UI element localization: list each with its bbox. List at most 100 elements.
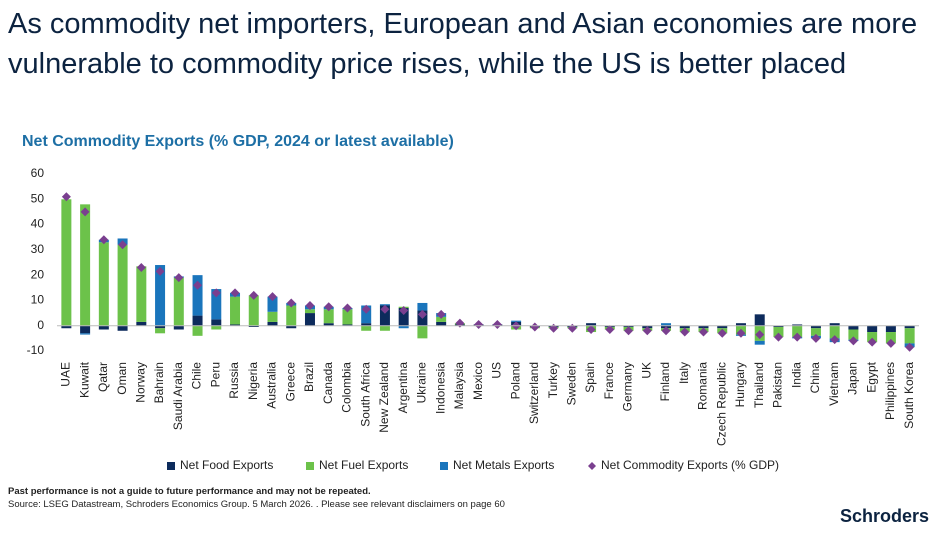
- bar-segment: [361, 323, 372, 326]
- legend-label: Net Commodity Exports (% GDP): [601, 458, 779, 472]
- x-tick-label: Czech Republic: [714, 362, 728, 446]
- bar-segment: [117, 325, 128, 331]
- x-tick-label: Germany: [621, 362, 635, 411]
- bar-segment: [904, 325, 915, 329]
- y-tick-label: 40: [31, 217, 45, 231]
- bar-segment: [173, 325, 184, 330]
- x-tick-label: Spain: [583, 362, 597, 393]
- y-tick-label: 20: [31, 267, 45, 281]
- diamond-marker: [848, 336, 858, 346]
- diamond-marker: [567, 323, 577, 333]
- bar-segment: [848, 329, 859, 340]
- diamond-marker: [905, 342, 915, 352]
- bar-segment: [361, 305, 372, 324]
- x-tick-label: Argentina: [396, 362, 410, 414]
- bar-segment: [192, 275, 203, 316]
- x-tick-label: Bahrain: [152, 362, 166, 403]
- bar-segment: [398, 325, 409, 329]
- diamond-marker: [867, 337, 877, 347]
- x-tick-label: China: [808, 362, 822, 394]
- x-tick-label: Colombia: [340, 362, 354, 413]
- bar-segment: [173, 277, 184, 326]
- x-tick-label: Qatar: [96, 362, 110, 392]
- x-tick-label: Ukraine: [415, 362, 429, 404]
- legend-label: Net Food Exports: [180, 458, 273, 472]
- bar-segment: [211, 325, 222, 330]
- diamond-marker: [773, 332, 783, 342]
- x-tick-label: Kuwait: [77, 361, 91, 398]
- diamond-marker: [792, 332, 802, 342]
- bar-segment: [304, 309, 315, 314]
- bar-segment: [192, 315, 203, 326]
- diamond-marker: [61, 192, 71, 202]
- diamond-marker: [417, 309, 427, 319]
- bar-segment: [98, 325, 109, 330]
- diamond-marker: [605, 325, 615, 335]
- x-tick-label: Indonesia: [433, 362, 447, 414]
- bar-segment: [286, 305, 297, 326]
- source: Source: LSEG Datastream, Schroders Econo…: [8, 499, 505, 510]
- bar-segment: [829, 325, 840, 339]
- diamond-marker: [830, 335, 840, 345]
- x-tick-label: Greece: [283, 362, 297, 402]
- bar-segment: [155, 325, 166, 329]
- bar-segment: [342, 324, 353, 326]
- bar-segment: [304, 313, 315, 326]
- diamond-marker: [136, 263, 146, 273]
- bar-segment: [286, 325, 297, 329]
- x-tick-label: Japan: [846, 362, 860, 395]
- subtitle: Net Commodity Exports (% GDP, 2024 or la…: [22, 133, 454, 150]
- diamond-marker: [811, 333, 821, 343]
- x-tick-label: UAE: [59, 362, 73, 387]
- bar-segment: [810, 325, 821, 329]
- x-tick-label: Pakistan: [771, 362, 785, 408]
- bar-segment: [267, 321, 278, 326]
- bar-segment: [661, 323, 672, 326]
- bar-segment: [417, 325, 428, 339]
- bar-segment: [829, 323, 840, 326]
- diamond-marker: [342, 303, 352, 313]
- legend-marker: [588, 462, 596, 470]
- legend-swatch: [306, 462, 314, 470]
- bar-segment: [867, 325, 878, 333]
- diamond-marker: [211, 288, 221, 298]
- diamond-marker: [586, 325, 596, 335]
- bar-segment: [904, 328, 915, 344]
- y-tick-label: 10: [31, 293, 45, 307]
- bar-segment: [211, 319, 222, 326]
- diamond-marker: [118, 240, 128, 250]
- bar-segment: [717, 325, 728, 329]
- bar-segment: [136, 266, 147, 322]
- bar-segment: [773, 325, 784, 327]
- bar-segment: [61, 199, 72, 326]
- legend-label: Net Fuel Exports: [319, 458, 408, 472]
- x-tick-label: UK: [639, 362, 653, 379]
- bar-segment: [398, 308, 409, 326]
- x-tick-label: Peru: [208, 362, 222, 387]
- x-tick-label: Brazil: [302, 362, 316, 392]
- diamond-marker: [549, 323, 559, 333]
- footnote: Past performance is not a guide to futur…: [8, 486, 371, 497]
- bar-segment: [379, 325, 390, 331]
- bar-segment: [792, 324, 803, 326]
- diamond-marker: [249, 290, 259, 300]
- bar-segment: [436, 321, 447, 326]
- x-tick-label: Switzerland: [527, 362, 541, 424]
- bar-segment: [754, 340, 765, 345]
- diamond-marker: [80, 207, 90, 217]
- bar-segment: [323, 323, 334, 326]
- x-tick-label: Chile: [190, 362, 204, 390]
- diamond-marker: [305, 300, 315, 310]
- x-tick-label: Finland: [658, 362, 672, 401]
- bar-segment: [586, 323, 597, 326]
- diamond-marker: [99, 235, 109, 245]
- x-tick-label: New Zealand: [377, 362, 391, 433]
- bar-segment: [80, 325, 91, 334]
- diamond-marker: [624, 326, 634, 336]
- bar-segment: [267, 311, 278, 322]
- x-tick-label: Thailand: [752, 362, 766, 408]
- x-tick-label: Nigeria: [246, 362, 260, 400]
- bar-segment: [117, 244, 128, 326]
- x-tick-label: Canada: [321, 362, 335, 404]
- x-tick-label: Russia: [227, 362, 241, 399]
